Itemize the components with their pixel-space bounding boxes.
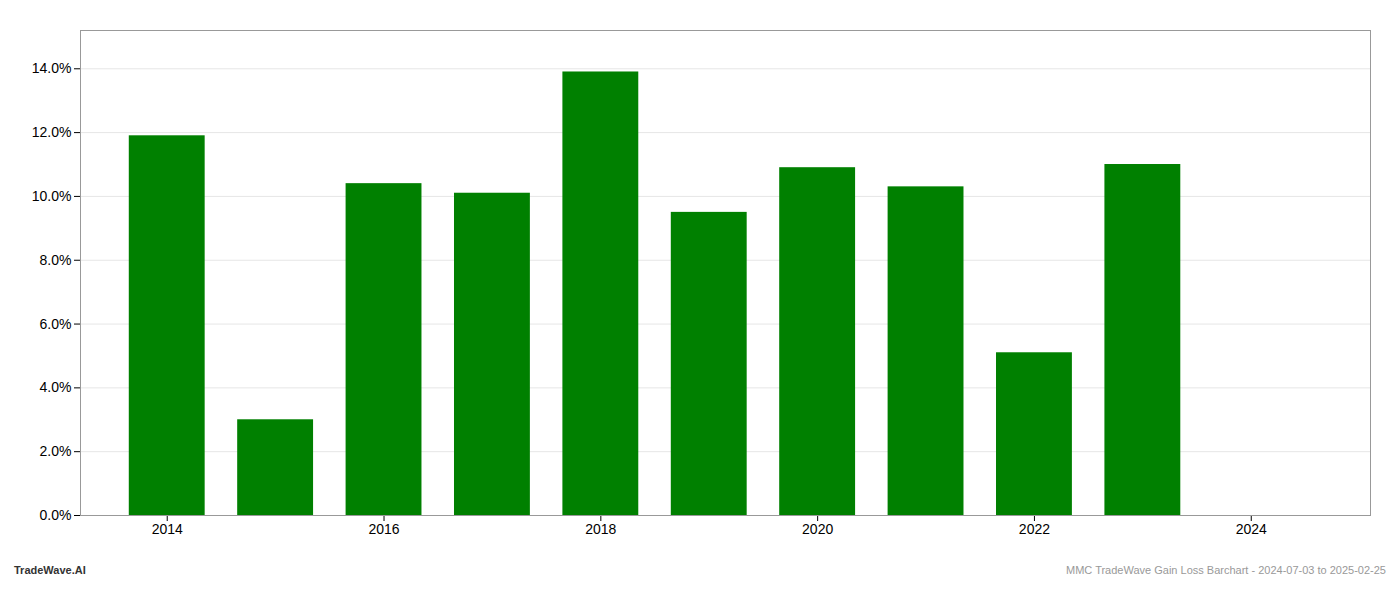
html-text:TradeWave.AI: TradeWave.AI [14, 564, 86, 576]
svg-text:0.0%: 0.0% [40, 507, 72, 523]
svg-text:10.0%: 10.0% [32, 188, 72, 204]
svg-text:12.0%: 12.0% [32, 124, 72, 140]
svg-text:14.0%: 14.0% [32, 60, 72, 76]
svg-text:6.0%: 6.0% [40, 316, 72, 332]
svg-text:8.0%: 8.0% [40, 252, 72, 268]
svg-text:2018: 2018 [585, 521, 616, 537]
svg-text:4.0%: 4.0% [40, 379, 72, 395]
svg-text:2022: 2022 [1019, 521, 1050, 537]
svg-text:2016: 2016 [368, 521, 399, 537]
svg-text:2020: 2020 [802, 521, 833, 537]
html-text:MMC TradeWave Gain Loss Barcha: MMC TradeWave Gain Loss Barchart - 2024-… [1066, 564, 1386, 576]
svg-text:2024: 2024 [1236, 521, 1267, 537]
svg-text:2014: 2014 [152, 521, 183, 537]
svg-text:2.0%: 2.0% [40, 443, 72, 459]
